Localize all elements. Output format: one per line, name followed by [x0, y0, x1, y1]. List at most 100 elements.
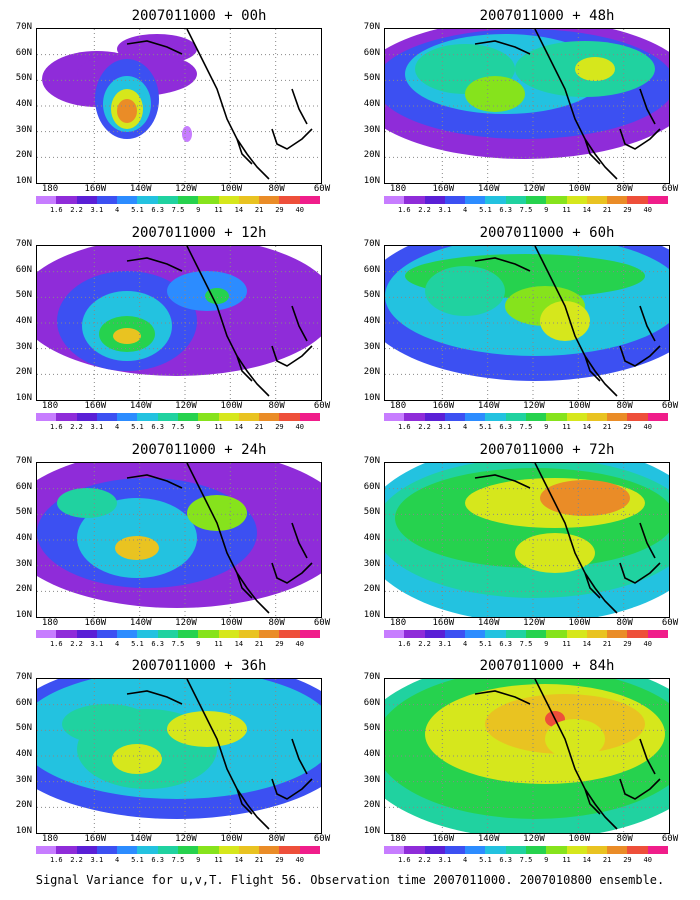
colorbar-tick-label: 21 [254, 206, 264, 214]
colorbar-tick-label: 6.3 [499, 423, 513, 431]
lon-tick-label: 140W [477, 184, 500, 194]
colorbar-tick-label: 14 [234, 423, 244, 431]
lat-tick-label: 60N [15, 47, 32, 58]
colorbar-tick-label: 14 [234, 856, 244, 864]
colorbar-tick-label: 3.1 [438, 423, 452, 431]
colorbar-swatch [525, 846, 547, 854]
lon-tick-label: 100W [568, 184, 591, 194]
colorbar-swatch [566, 413, 587, 421]
variance-contour [167, 711, 247, 747]
colorbar-tick-label: 5.1 [131, 206, 144, 214]
variance-contour [425, 266, 505, 316]
lon-tick-label: 160W [84, 401, 107, 411]
lon-tick-label: 100W [220, 618, 243, 628]
colorbar-swatch [177, 413, 199, 421]
map-area [384, 28, 670, 184]
variance-contour [62, 704, 152, 744]
colorbar-tick-label: 7.5 [171, 856, 185, 864]
colorbar-tick-label: 14 [234, 640, 244, 648]
lat-tick-label: 30N [15, 558, 32, 569]
map-panel-00h: 2007011000 + 00h 70N 60N 50N 40N 30N 20N 10N 18… [16, 8, 364, 223]
colorbar-swatch [607, 413, 628, 421]
colorbar-tick-label: 6.3 [151, 856, 165, 864]
lat-tick-label: 60N [363, 264, 380, 275]
variance-contour [182, 126, 192, 142]
colorbar-swatch [76, 196, 97, 204]
lat-tick-label: 50N [15, 73, 32, 84]
colorbar-tick-label: 1.6 [49, 206, 63, 214]
colorbar-swatch [404, 196, 425, 204]
map-area [36, 245, 322, 401]
colorbar-tick-label: 11 [214, 423, 223, 431]
lat-tick-label: 20N [363, 800, 380, 811]
variance-map [385, 29, 669, 183]
colorbar-swatch [218, 413, 239, 421]
colorbar-tick-label: 40 [295, 423, 304, 431]
coastline [126, 29, 313, 180]
colorbar-swatch [586, 846, 608, 854]
colorbar-tick-label: 4 [115, 423, 120, 431]
map-area [384, 678, 670, 834]
colorbar-tick-label: 21 [254, 856, 264, 864]
colorbar-tick-label: 5.1 [131, 856, 144, 864]
colorbar-swatch [485, 846, 506, 854]
variance-map [385, 246, 669, 400]
colorbar-swatch [627, 413, 648, 421]
lat-tick-label: 30N [363, 124, 380, 135]
lon-tick-label: 180 [389, 184, 407, 194]
colorbar-swatch [117, 630, 138, 638]
lon-tick-label: 160W [432, 401, 455, 411]
colorbar-tick-label: 14 [582, 206, 592, 214]
lon-tick-label: 120W [523, 618, 545, 628]
coastline [474, 679, 661, 830]
colorbar-tick-label: 7.5 [519, 640, 533, 648]
lat-tick-label: 30N [15, 341, 32, 352]
panel-title: 2007011000 + 60h [479, 225, 615, 241]
colorbar-swatch [177, 196, 199, 204]
colorbar-swatch [566, 196, 587, 204]
colorbar-swatch [465, 630, 486, 638]
colorbar-tick-label: 11 [562, 423, 571, 431]
colorbar-tick-label: 21 [602, 856, 612, 864]
colorbar-swatch [607, 846, 628, 854]
colorbar-swatch [157, 846, 178, 854]
lon-tick-label: 100W [568, 401, 591, 411]
map-panel-36h: 2007011000 + 36h 70N 60N 50N 40N 30N 20N 10N 18… [16, 658, 364, 873]
lon-tick-label: 80W [268, 184, 285, 194]
colorbar-swatch [177, 630, 199, 638]
colorbar-swatch [76, 630, 97, 638]
colorbar-swatch [444, 846, 466, 854]
colorbar-tick-label: 6.3 [151, 423, 165, 431]
colorbar-swatch [505, 846, 526, 854]
lat-tick-label: 70N [15, 456, 32, 466]
colorbar-tick-label: 5.1 [479, 206, 492, 214]
lon-tick-label: 120W [175, 618, 197, 628]
lat-tick-label: 30N [363, 774, 380, 785]
coastline [474, 463, 661, 614]
colorbar-swatch [607, 630, 628, 638]
colorbar-swatch [96, 630, 118, 638]
colorbar-tick-label: 40 [643, 206, 652, 214]
panel-title: 2007011000 + 72h [479, 442, 615, 458]
lat-tick-label: 40N [15, 533, 32, 543]
colorbar-tick-label: 2.2 [418, 856, 431, 864]
colorbar-swatch [384, 630, 405, 638]
variance-contour [167, 271, 247, 311]
colorbar-swatch [76, 413, 97, 421]
lat-tick-label: 20N [15, 150, 32, 161]
colorbar-tick-label: 7.5 [519, 206, 533, 214]
lon-tick-label: 60W [313, 618, 331, 628]
map-panel-84h: 2007011000 + 84h 70N 60N 50N 40N 30N 20N 10N 18… [364, 658, 700, 873]
variance-contour [540, 480, 630, 516]
colorbar-swatch [525, 196, 547, 204]
colorbar-swatch [299, 630, 320, 638]
colorbar-swatch [444, 196, 466, 204]
colorbar-tick-label: 4 [115, 856, 120, 864]
lat-tick-label: 70N [15, 22, 32, 32]
colorbar-swatch [218, 196, 239, 204]
colorbar-tick-label: 3.1 [438, 640, 452, 648]
lon-tick-label: 120W [175, 401, 197, 411]
lat-tick-label: 30N [363, 558, 380, 569]
lon-tick-label: 80W [616, 184, 633, 194]
colorbar [384, 630, 668, 638]
